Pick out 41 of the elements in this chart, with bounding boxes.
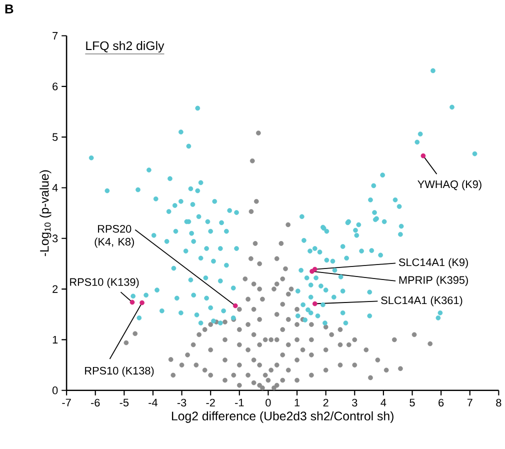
x-tick-label: -5 — [120, 398, 129, 406]
annotation: SLC14A1 (K9) — [398, 258, 468, 268]
text: B — [5, 4, 14, 14]
x-tick-label: -3 — [177, 398, 186, 407]
y-tick-label: 3 — [52, 234, 58, 242]
x-tick-label: -2 — [206, 398, 215, 406]
y-tick-label: 4 — [52, 184, 58, 192]
point — [312, 301, 318, 306]
annotation: RPS20 (K4, K8) — [94, 225, 134, 248]
y-tick-label: 0 — [52, 386, 58, 394]
annotation: RPS10 (K139) — [70, 278, 139, 288]
x-tick-label: 3 — [352, 398, 358, 407]
x-tick-label: 4 — [380, 398, 386, 406]
y-tick-label: 6 — [52, 82, 58, 90]
chart-title: LFQ sh2 diGly — [86, 41, 164, 53]
x-tick-label: 6 — [438, 398, 444, 407]
x-tick-label: 0 — [266, 398, 271, 407]
x-tick-label: -1 — [235, 398, 244, 406]
x-tick-label: 7 — [467, 398, 472, 406]
point — [140, 300, 144, 306]
x-tick-label: 1 — [294, 398, 300, 406]
y-tick-label: 7 — [52, 32, 58, 40]
x-tick-label: 2 — [323, 398, 328, 406]
annotation: SLC14A1 (K361) — [381, 296, 462, 306]
x-tick-label: -6 — [91, 398, 100, 407]
y-axis-title: -Log$_{10}$ (p-value) — [40, 170, 52, 256]
y-tick-label: 2 — [52, 285, 58, 293]
annotation: YWHAQ (K9) — [418, 180, 482, 190]
x-tick-label: 5 — [410, 398, 415, 406]
annotation: MPRIP (K395) — [399, 276, 468, 286]
y-tick-label: 5 — [52, 133, 58, 141]
y-tick-label: 1 — [52, 336, 58, 344]
point — [130, 300, 135, 305]
x-tick-label: 8 — [496, 398, 502, 407]
x-axis-title: Log2 difference (Ube2d3 sh2/Control sh) — [172, 411, 394, 423]
x-tick-label: -7 — [62, 398, 71, 406]
x-tick-label: -4 — [148, 398, 158, 406]
annotation: RPS10 (K138) — [85, 366, 154, 377]
point — [310, 268, 314, 274]
point — [232, 303, 238, 308]
point — [420, 153, 426, 158]
